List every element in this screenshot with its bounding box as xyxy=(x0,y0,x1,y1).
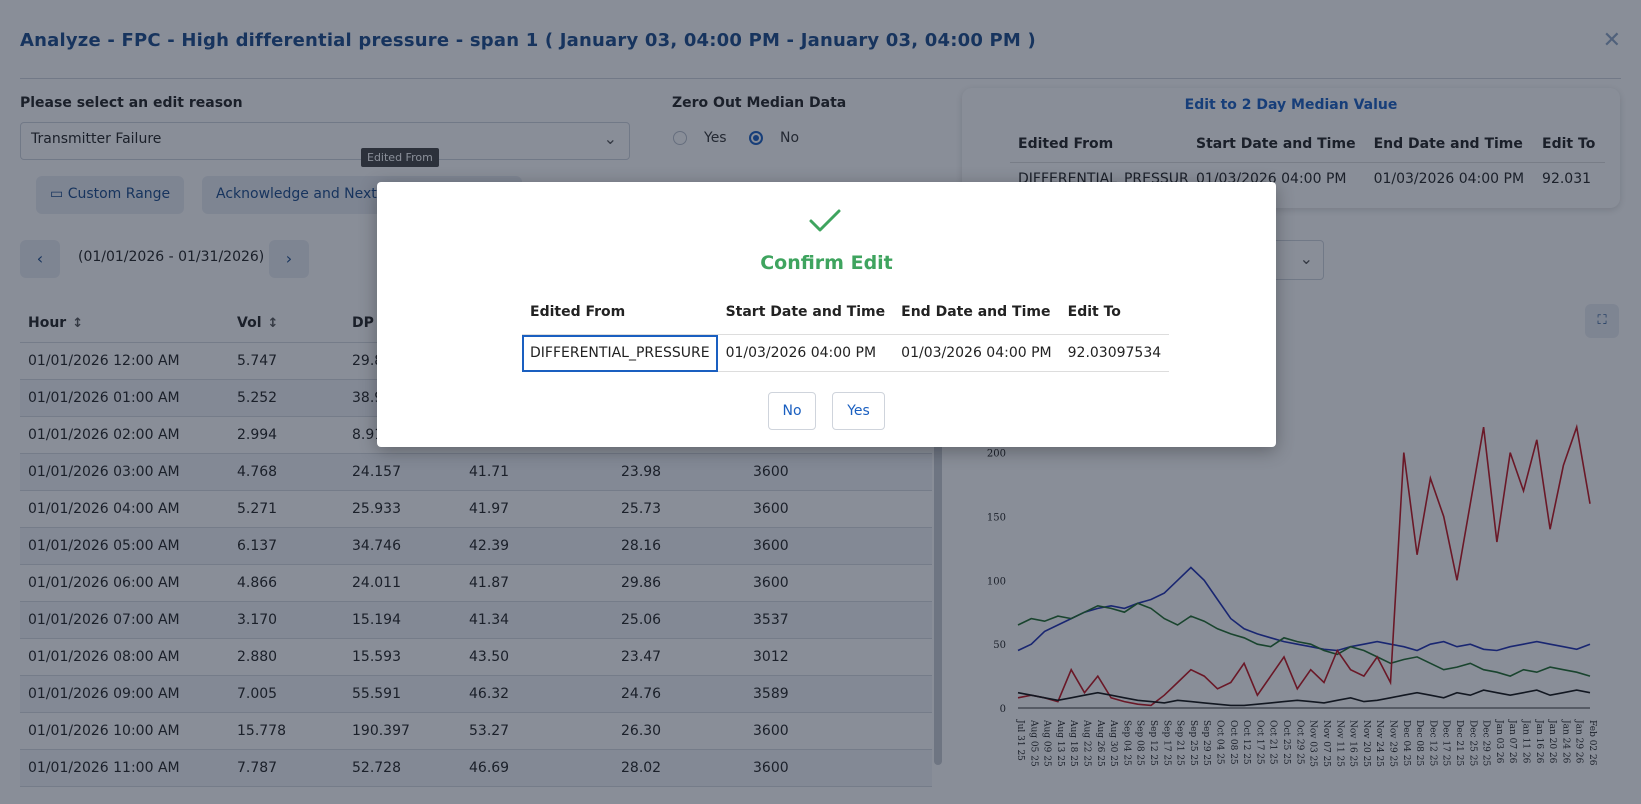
table-row: DIFFERENTIAL_PRESSURE 01/03/2026 04:00 P… xyxy=(522,334,1170,372)
confirm-cell: 01/03/2026 04:00 PM xyxy=(717,334,894,372)
confirm-header: Start Date and Time xyxy=(717,298,894,335)
no-button[interactable]: No xyxy=(768,392,816,430)
modal-title: Confirm Edit xyxy=(760,252,893,274)
confirm-table: Edited From Start Date and Time End Date… xyxy=(522,298,1170,372)
confirm-cell-selected[interactable]: DIFFERENTIAL_PRESSURE xyxy=(522,334,718,372)
confirm-edit-modal: Confirm Edit Edited From Start Date and … xyxy=(377,182,1276,447)
confirm-header: End Date and Time xyxy=(893,298,1060,335)
confirm-header: Edit To xyxy=(1059,298,1170,335)
yes-button[interactable]: Yes xyxy=(832,392,885,430)
confirm-cell: 01/03/2026 04:00 PM xyxy=(893,334,1060,372)
confirm-cell: 92.03097534 xyxy=(1059,334,1170,372)
check-icon xyxy=(809,209,841,232)
confirm-header: Edited From xyxy=(522,298,718,335)
